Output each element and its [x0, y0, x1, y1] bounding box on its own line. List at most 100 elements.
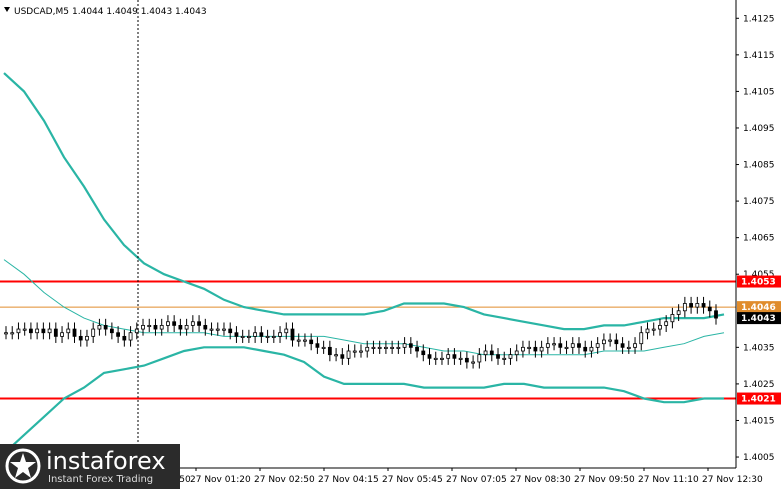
candle-body — [340, 354, 345, 359]
candle-body — [421, 350, 426, 356]
candle-body — [91, 328, 96, 337]
ohlc-values: 1.4044 1.4049 1.4043 1.4043 — [72, 7, 207, 17]
candle-body — [633, 343, 637, 348]
y-tick-label: 1.4085 — [743, 161, 775, 171]
candle-body — [53, 328, 58, 337]
candle-body — [246, 335, 251, 338]
candle-body — [278, 332, 282, 337]
candle-body — [701, 303, 706, 308]
chart-header: USDCAD,M5 1.4044 1.4049 1.4043 1.4043 — [4, 7, 207, 17]
candle-body — [707, 306, 712, 312]
candle-body — [645, 328, 650, 334]
candle-body — [396, 346, 401, 349]
y-tick-label: 1.4035 — [743, 343, 775, 353]
candle-body — [240, 335, 245, 338]
candle-body — [4, 332, 8, 335]
candle-body — [570, 343, 575, 348]
candle-body — [496, 354, 500, 359]
candle-body — [483, 350, 488, 356]
candle-body — [521, 346, 525, 352]
candle-body — [533, 346, 538, 352]
dropdown-triangle-icon[interactable] — [4, 7, 10, 12]
candle-body — [408, 343, 413, 348]
candles-layer — [4, 296, 718, 369]
y-tick-label: 1.4005 — [743, 453, 775, 463]
band-upper-line — [3, 72, 725, 331]
candle-body — [203, 325, 208, 330]
symbol-timeframe: USDCAD,M5 — [14, 7, 69, 17]
candle-body — [639, 332, 644, 345]
x-tick-label: 27 Nov 11:10 — [638, 475, 699, 485]
candle-body — [359, 350, 363, 353]
candle-body — [334, 354, 338, 357]
y-tick-label: 1.4105 — [743, 87, 775, 97]
candle-body — [122, 335, 127, 341]
band-middle-line — [3, 259, 725, 356]
candle-body — [215, 328, 220, 331]
candle-body — [614, 339, 619, 345]
candle-body — [539, 346, 544, 352]
candle-body — [296, 339, 301, 342]
candle-body — [402, 343, 407, 348]
candle-body — [346, 350, 351, 359]
candle-body — [558, 343, 563, 348]
candle-body — [97, 325, 102, 330]
candle-body — [689, 303, 693, 308]
x-tick-label: 27 Nov 07:05 — [446, 475, 507, 485]
candle-body — [365, 346, 370, 352]
candle-body — [78, 335, 83, 341]
x-tick-label: 27 Nov 05:45 — [382, 475, 443, 485]
candle-body — [676, 310, 681, 315]
candle-body — [527, 346, 532, 349]
candle-body — [608, 339, 613, 342]
y-tick-label: 1.4055 — [743, 270, 775, 280]
candle-body — [259, 332, 264, 337]
x-tick-label: 27 Nov 09:50 — [574, 475, 635, 485]
x-tick-label: 27 Nov 01:20 — [190, 475, 251, 485]
bands-layer — [3, 72, 725, 455]
candle-body — [377, 346, 382, 349]
candle-body — [128, 332, 133, 341]
candle-body — [35, 328, 40, 334]
candle-body — [184, 325, 189, 330]
candle-body — [384, 346, 388, 349]
candle-body — [10, 332, 15, 335]
x-tick-label: 27 Nov 02:50 — [254, 475, 315, 485]
candle-body — [190, 321, 195, 326]
price-level-label: 1.4046 — [741, 303, 776, 313]
candle-body — [714, 310, 718, 319]
candle-body — [303, 339, 307, 342]
instaforex-logo: instaforex Instant Forex Trading — [0, 444, 180, 489]
candle-body — [552, 343, 556, 346]
candle-body — [197, 321, 201, 326]
candle-body — [502, 357, 507, 360]
y-tick-label: 1.4025 — [743, 380, 775, 390]
y-tick-label: 1.4075 — [743, 197, 775, 207]
candle-body — [415, 346, 419, 352]
logo-name: instaforex — [46, 447, 166, 475]
price-level-tag — [737, 301, 781, 314]
candle-body — [72, 328, 77, 337]
candle-body — [514, 350, 519, 356]
candle-body — [477, 354, 482, 363]
candle-body — [29, 328, 33, 334]
candle-body — [41, 328, 46, 334]
candle-body — [658, 325, 662, 330]
x-tick-label: 27 Nov 08:30 — [510, 475, 571, 485]
candle-body — [620, 343, 625, 348]
candle-body — [172, 321, 177, 326]
candle-body — [109, 328, 114, 334]
y-tick-label: 1.4015 — [743, 416, 775, 426]
candle-body — [85, 335, 89, 341]
candle-body — [22, 328, 27, 331]
candle-body — [583, 346, 588, 352]
candle-body — [464, 357, 469, 363]
candle-body — [166, 321, 170, 326]
candle-body — [682, 303, 687, 312]
candle-body — [427, 354, 432, 359]
y-tick-label: 1.4065 — [743, 234, 775, 244]
candle-body — [66, 328, 71, 334]
candle-body — [601, 339, 606, 345]
